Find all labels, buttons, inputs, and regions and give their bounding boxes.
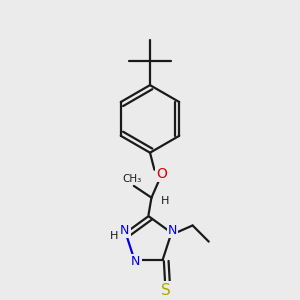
Text: N: N — [168, 224, 177, 237]
Text: H: H — [110, 231, 118, 241]
Text: H: H — [160, 196, 169, 206]
Text: N: N — [131, 255, 140, 268]
Text: CH₃: CH₃ — [123, 174, 142, 184]
Text: N: N — [120, 224, 129, 237]
Text: O: O — [156, 167, 167, 181]
Text: S: S — [161, 283, 170, 298]
